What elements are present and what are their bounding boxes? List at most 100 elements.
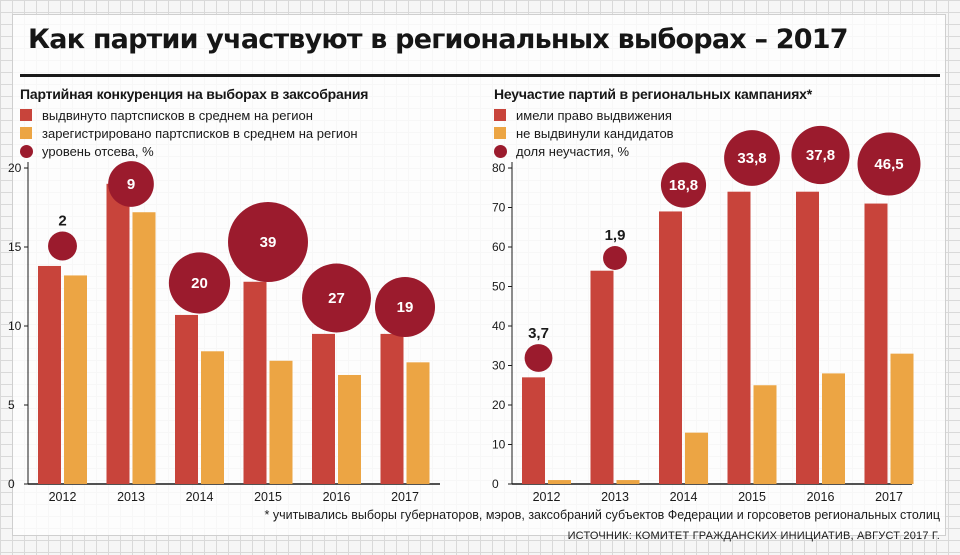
- bubble-label: 27: [328, 290, 345, 307]
- bar-series-2: [64, 275, 87, 484]
- bar-series-1: [590, 270, 614, 484]
- bubble-mark: [857, 132, 921, 196]
- bar-series-2: [753, 385, 777, 484]
- bubble-mark: [228, 202, 308, 282]
- x-tick-label: 2013: [117, 490, 145, 504]
- legend-label: имели право выдвижения: [516, 107, 672, 123]
- bar-series-1: [175, 314, 198, 484]
- bubble-label: 33,8: [737, 150, 766, 167]
- bar-series-1: [864, 203, 888, 485]
- bar-series-2: [616, 480, 640, 484]
- bar-series-1: [380, 333, 404, 484]
- y-tick-label: 15: [8, 240, 22, 254]
- x-tick-label: 2015: [254, 490, 282, 504]
- bar-series-2: [201, 351, 224, 484]
- y-tick-label: 80: [492, 161, 506, 175]
- y-tick-label: 70: [492, 201, 506, 215]
- footnote: * учитывались выборы губернаторов, мэров…: [264, 508, 940, 522]
- bar-series-1: [522, 377, 545, 484]
- x-tick-label: 2017: [875, 490, 903, 504]
- bar-series-2: [406, 362, 430, 484]
- y-tick-label: 10: [8, 319, 22, 333]
- x-tick-label: 2017: [391, 490, 419, 504]
- x-tick-label: 2014: [670, 490, 698, 504]
- x-tick-label: 2012: [533, 490, 561, 504]
- bubble-mark: [660, 162, 707, 208]
- bubble-mark: [108, 161, 154, 207]
- title-rule: [20, 74, 940, 77]
- bubble-mark: [48, 231, 77, 261]
- legend-label: не выдвинули кандидатов: [516, 125, 674, 141]
- bar-series-2: [132, 212, 156, 485]
- bubble-label: 19: [397, 299, 414, 316]
- bar-series-1: [727, 191, 751, 484]
- bar-series-2: [548, 480, 571, 484]
- y-tick-label: 40: [492, 319, 506, 333]
- bubble-mark: [302, 263, 371, 333]
- bubble-label: 46,5: [874, 156, 903, 173]
- legend-item-eligible: имели право выдвижения: [494, 106, 812, 124]
- chart-frame: [12, 14, 946, 536]
- legend-label: зарегистрировано партсписков в среднем н…: [42, 125, 358, 141]
- source-note: ИСТОЧНИК: КОМИТЕТ ГРАЖДАНСКИХ ИНИЦИАТИВ,…: [567, 530, 940, 542]
- page-title: Как партии участвуют в региональных выбо…: [28, 24, 849, 55]
- y-tick-label: 10: [492, 438, 506, 452]
- x-tick-label: 2016: [807, 490, 835, 504]
- legend-bubble-icon: [494, 144, 507, 158]
- legend-swatch-orange: [494, 127, 506, 139]
- legend-item-nonparticipation: доля неучастия, %: [494, 142, 812, 160]
- y-tick-label: 20: [8, 161, 22, 175]
- bar-series-1: [312, 333, 335, 484]
- bar-series-1: [243, 281, 267, 484]
- bubble-mark: [724, 130, 780, 186]
- bar-series-2: [269, 360, 293, 484]
- legend-item-nominated: выдвинуто партсписков в среднем на регио…: [20, 106, 368, 124]
- bubble-label: 37,8: [806, 147, 835, 164]
- y-tick-label: 0: [492, 477, 499, 491]
- bubble-label: 3,7: [528, 325, 549, 342]
- x-tick-label: 2012: [49, 490, 77, 504]
- x-tick-label: 2015: [738, 490, 766, 504]
- legend-left-chart: Партийная конкуренция на выборах в заксо…: [20, 86, 368, 160]
- bubble-mark: [524, 344, 553, 372]
- y-tick-label: 20: [492, 398, 506, 412]
- legend-swatch-red: [494, 109, 506, 121]
- x-tick-label: 2013: [601, 490, 629, 504]
- bubble-label: 2: [58, 213, 66, 230]
- y-tick-label: 30: [492, 359, 506, 373]
- left-chart-title: Партийная конкуренция на выборах в заксо…: [20, 86, 369, 102]
- y-tick-label: 60: [492, 240, 506, 254]
- bubble-label: 9: [127, 176, 135, 193]
- legend-item-dropout: уровень отсева, %: [20, 142, 368, 160]
- bar-series-1: [796, 191, 819, 484]
- right-chart-title: Неучастие партий в региональных кампания…: [494, 86, 813, 102]
- legend-label: уровень отсева, %: [42, 143, 154, 159]
- y-tick-label: 5: [8, 398, 15, 412]
- legend-item-not-nominated: не выдвинули кандидатов: [494, 124, 812, 142]
- bar-series-1: [38, 265, 61, 484]
- legend-item-registered: зарегистрировано партсписков в среднем н…: [20, 124, 368, 142]
- bubble-mark: [791, 125, 850, 185]
- y-tick-label: 50: [492, 280, 506, 294]
- bubble-label: 1,9: [605, 227, 626, 244]
- bubble-mark: [374, 276, 436, 338]
- bubble-label: 20: [191, 275, 208, 292]
- legend-swatch-orange: [20, 127, 32, 139]
- legend-swatch-red: [20, 109, 32, 121]
- bar-series-2: [822, 373, 845, 484]
- legend-bubble-icon: [20, 144, 33, 158]
- bar-series-2: [685, 432, 708, 484]
- y-tick-label: 0: [8, 477, 15, 491]
- bar-series-1: [659, 211, 682, 484]
- bubble-label: 39: [260, 234, 277, 251]
- legend-right-chart: Неучастие партий в региональных кампания…: [494, 86, 812, 160]
- legend-label: выдвинуто партсписков в среднем на регио…: [42, 107, 313, 123]
- x-tick-label: 2016: [323, 490, 351, 504]
- bar-series-2: [890, 353, 914, 484]
- legend-label: доля неучастия, %: [516, 143, 630, 159]
- bar-series-2: [338, 374, 361, 484]
- bubble-label: 18,8: [669, 177, 698, 194]
- bubble-mark: [168, 252, 231, 314]
- bar-series-1: [106, 183, 130, 485]
